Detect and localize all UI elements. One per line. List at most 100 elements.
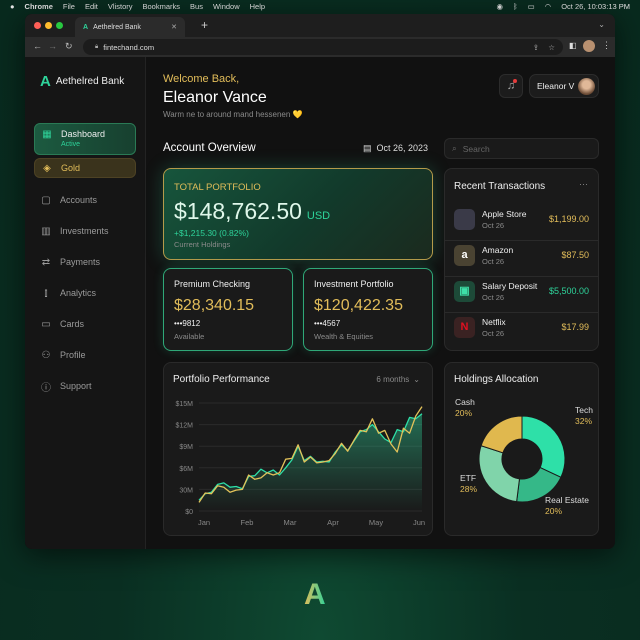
brand-logo[interactable]: A Aethelred Bank [40,73,124,90]
transaction-row[interactable]: a Amazon Oct 26 $87.50 [445,241,598,277]
wallet-icon: ▢ [41,194,51,206]
bookmark-star-icon[interactable]: ☆ [548,42,555,52]
profile-avatar[interactable] [583,40,595,52]
user-icon: ⚇ [41,349,51,361]
sidebar-item-label: Dashboard [61,129,106,139]
series-line-0 [198,413,423,501]
account-balance: $120,422.35 [314,297,403,314]
date-text: Oct 26, 2023 [376,143,429,153]
slice-label: Real Estate [545,495,589,505]
sidebar-item-support[interactable]: ⓘ Support [34,377,136,395]
bluetooth-icon[interactable]: ᛒ [513,2,518,11]
wifi-icon[interactable]: ◠ [544,2,552,11]
tab-list-chevron-icon[interactable]: ⌄ [598,20,605,29]
y-tick-label: $12M [175,423,193,430]
account-sub: Available [174,332,205,341]
account-balance: $28,340.15 [174,297,255,314]
sidebar-item-label: Profile [60,350,86,360]
total-amount: $148,762.50 [174,198,302,224]
menu-window[interactable]: Window [212,2,240,11]
x-tick-label: Mar [284,518,297,527]
account-number: •••9812 [174,319,201,328]
sidebar-item-profile[interactable]: ⚇ Profile [34,346,136,364]
account-sub: Wealth & Equities [314,332,374,341]
apple-menu-icon[interactable]: ● [10,2,15,11]
range-select[interactable]: 6 months ⌄ [376,375,420,384]
sidebar-item-payments[interactable]: ⇄ Payments [34,253,136,271]
sidebar-item-label: Gold [61,163,81,173]
sidebar-item-cards[interactable]: ▭ Cards [34,315,136,333]
y-tick-label: $6M [179,466,193,473]
chevron-down-icon: ⌄ [413,375,420,384]
user-name-heading: Eleanor Vance [163,89,267,106]
sidebar-item-investments[interactable]: ▥ Investments [34,222,136,240]
clock[interactable]: Oct 26, 10:03:13 PM [561,2,630,11]
sidebar-toggle-icon[interactable]: ◧ [569,41,577,50]
transaction-amount: $17.99 [561,322,589,332]
minimize-window-button[interactable] [45,22,52,29]
slice-percent: 28% [460,484,477,494]
slice-percent: 20% [455,408,472,418]
y-tick-label: $9M [179,444,193,451]
maximize-window-button[interactable] [56,22,63,29]
transaction-row[interactable]: N Netflix Oct 26 $17.99 [445,313,598,349]
search-placeholder: Search [462,143,490,154]
menu-app[interactable]: Chrome [24,2,53,11]
back-icon[interactable]: ← [33,41,42,51]
transaction-date: Oct 26 [482,257,505,266]
grid-icon: ▦ [42,129,52,140]
sidebar-item-label: Accounts [60,195,98,205]
sidebar-item-accounts[interactable]: ▢ Accounts [34,191,136,209]
search-input[interactable]: ⌕ Search [444,138,599,159]
sidebar: A Aethelred Bank ▦ Dashboard Active ◈ Gold… [25,57,146,549]
transaction-row[interactable]: Apple Store Oct 26 $1,199.00 [445,205,598,241]
brand-logo-footer: A [304,578,326,611]
x-tick-label: May [369,518,383,527]
share-icon[interactable]: ⇪ [532,42,539,52]
user-menu-button[interactable]: Eleanor V [529,74,599,98]
reload-icon[interactable]: ↻ [65,41,73,51]
forward-icon[interactable]: → [48,41,57,51]
account-number: •••4567 [314,319,341,328]
total-label: TOTAL PORTFOLIO [174,182,261,193]
menu-bookmarks[interactable]: Bookmarks [142,2,181,11]
close-window-button[interactable] [34,22,41,29]
slice-percent: 32% [575,416,592,426]
x-tick-label: Jan [198,518,210,527]
menu-edit[interactable]: Edit [84,2,98,11]
menu-file[interactable]: File [62,2,75,11]
menu-bus[interactable]: Bus [190,2,203,11]
sidebar-item-dashboard[interactable]: ▦ Dashboard Active [34,123,136,155]
donut-slice-tech[interactable] [521,415,566,478]
new-tab-button[interactable]: + [201,18,209,32]
bell-icon: ♫ [506,80,516,92]
total-portfolio-card[interactable]: TOTAL PORTFOLIO $148,762.50 USD +$1,215.… [163,168,433,260]
url-bar[interactable]: 🔒︎ fintechand.com ⇪ ☆ [83,39,563,55]
donut-slice-etf[interactable] [478,445,521,503]
sidebar-item-label: Analytics [60,288,97,298]
transaction-amount: $1,199.00 [548,214,589,224]
sidebar-item-gold[interactable]: ◈ Gold [34,158,136,178]
more-options-button[interactable]: ··· [579,179,588,189]
sidebar-item-analytics[interactable]: ⫾ Analytics [34,284,136,302]
menu-history[interactable]: Vlistory [107,2,133,11]
sidebar-item-label: Payments [60,257,101,267]
card-title: Portfolio Performance [173,374,270,385]
notifications-button[interactable]: ♫ [499,74,523,98]
browser-menu-icon[interactable]: ⋮ [602,40,611,50]
account-card-investment[interactable]: Investment Portfolio $120,422.35 •••4567… [303,268,433,351]
menu-help[interactable]: Help [249,2,266,11]
date-picker[interactable]: ▤ Oct 26, 2023 [363,143,428,154]
battery-icon[interactable]: ▭ [527,2,535,11]
browser-tab[interactable]: A Aethelred Bank ✕ [75,17,185,37]
transaction-amount: $5,500.00 [548,286,589,296]
mac-menubar: ● Chrome File Edit Vlistory Bookmarks Bu… [0,0,640,13]
account-card-checking[interactable]: Premium Checking $28,340.15 •••9812 Avai… [163,268,293,351]
transaction-row[interactable]: ▣ Salary Deposit Oct 26 $5,500.00 [445,277,598,313]
close-tab-icon[interactable]: ✕ [171,24,177,31]
x-tick-label: Feb [241,518,254,527]
record-icon[interactable]: ◉ [496,2,504,11]
donut-slice-cash[interactable] [480,415,523,454]
account-name: Premium Checking [174,279,251,289]
